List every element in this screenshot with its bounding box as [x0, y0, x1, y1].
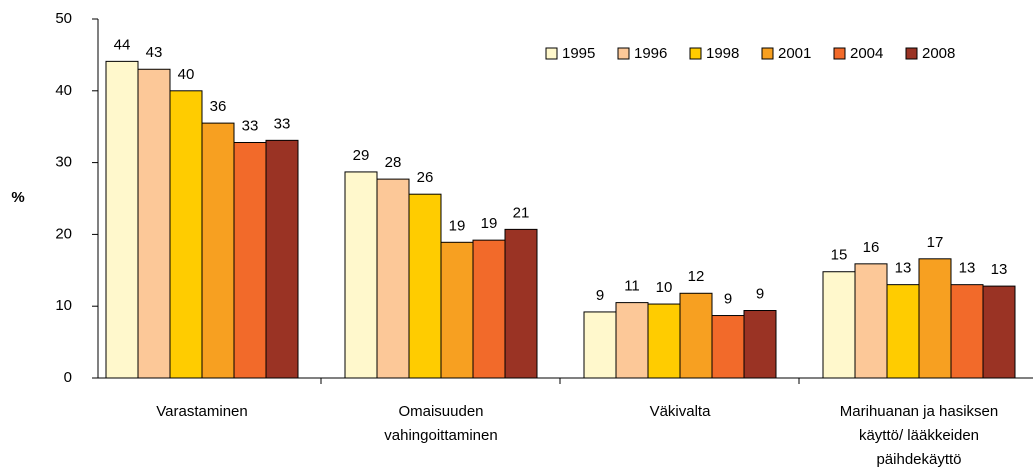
- value-label: 9: [596, 287, 604, 304]
- x-tick-label-line: päihdekäyttö: [876, 451, 961, 468]
- y-tick-label: 0: [64, 369, 72, 386]
- bar: [822, 271, 856, 379]
- value-label: 21: [513, 204, 530, 221]
- x-tick-label-line: käyttö/ lääkkeiden: [859, 427, 979, 444]
- bar: [376, 178, 410, 379]
- legend-label: 2004: [850, 45, 883, 62]
- legend-swatch: [689, 47, 702, 60]
- bar: [583, 311, 617, 379]
- x-tick-label-line: Omaisuuden: [398, 403, 483, 420]
- x-tick-label-line: vahingoittaminen: [384, 427, 497, 444]
- bar: [982, 285, 1016, 379]
- x-tick-label: Omaisuuden vahingoittaminen: [384, 403, 497, 444]
- bar: [440, 241, 474, 379]
- legend-label: 1995: [562, 45, 595, 62]
- value-label: 10: [656, 279, 673, 296]
- x-tick-label: Väkivalta: [650, 403, 712, 420]
- value-label: 11: [624, 278, 640, 295]
- bar: [743, 310, 777, 379]
- legend-label: 1996: [634, 45, 667, 62]
- value-label: 36: [210, 98, 227, 115]
- value-label: 28: [385, 154, 402, 171]
- value-label: 19: [449, 217, 466, 234]
- value-label: 40: [178, 66, 195, 83]
- value-label: 29: [353, 147, 370, 164]
- value-label: 33: [242, 117, 259, 134]
- x-tick-label: Varastaminen: [156, 403, 247, 420]
- x-tick-label: Marihuanan ja hasiksen käyttö/ lääkkeiden…: [840, 403, 998, 468]
- bar: [504, 228, 538, 379]
- legend-swatch: [833, 47, 846, 60]
- value-label: 13: [991, 261, 1008, 278]
- x-tick-label-line: Väkivalta: [650, 403, 712, 420]
- y-axis-label: %: [11, 189, 24, 206]
- y-tick-label: 30: [55, 154, 72, 171]
- legend-swatch: [905, 47, 918, 60]
- value-label: 12: [688, 268, 705, 285]
- value-label: 33: [274, 115, 291, 132]
- bar: [886, 284, 920, 379]
- value-label: 17: [927, 234, 944, 251]
- y-tick-label: 40: [55, 82, 72, 99]
- bar: [169, 90, 203, 379]
- legend-label: 2008: [922, 45, 955, 62]
- bar: [408, 193, 442, 379]
- x-tick-label-line: Varastaminen: [156, 403, 247, 420]
- bar: [137, 68, 171, 379]
- bar: [201, 122, 235, 379]
- value-label: 13: [895, 260, 912, 277]
- value-label: 19: [481, 215, 498, 232]
- value-label: 16: [863, 239, 880, 256]
- x-tick-label-line: Marihuanan ja hasiksen: [840, 403, 998, 420]
- bar: [918, 258, 952, 379]
- y-tick-label: 20: [55, 225, 72, 242]
- bar: [615, 302, 649, 379]
- legend-swatch: [761, 47, 774, 60]
- legend-swatch: [545, 47, 558, 60]
- bar: [647, 303, 681, 379]
- legend-swatch: [617, 47, 630, 60]
- value-label: 13: [959, 260, 976, 277]
- value-label: 26: [417, 169, 434, 186]
- bar: [472, 239, 506, 379]
- bar: [105, 60, 139, 379]
- value-label: 44: [114, 36, 131, 53]
- legend-label: 2001: [778, 45, 811, 62]
- legend-label: 1998: [706, 45, 739, 62]
- y-tick-label: 50: [55, 10, 72, 27]
- value-label: 15: [831, 247, 848, 264]
- bar: [950, 284, 984, 379]
- bar: [711, 315, 745, 379]
- bar: [233, 141, 267, 379]
- bar: [344, 171, 378, 379]
- bar: [854, 263, 888, 379]
- y-tick-label: 10: [55, 297, 72, 314]
- value-label: 9: [724, 291, 732, 308]
- value-label: 9: [756, 285, 764, 302]
- value-label: 43: [146, 44, 163, 61]
- bar: [679, 292, 713, 379]
- bar: [265, 139, 299, 379]
